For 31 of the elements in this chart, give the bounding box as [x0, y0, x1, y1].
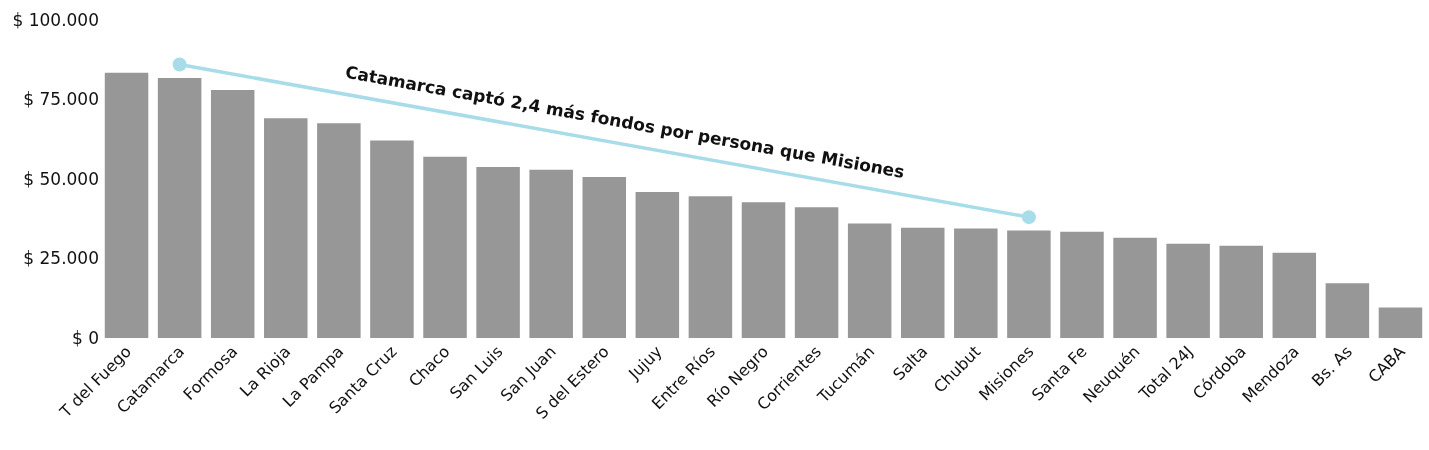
- bar: [476, 166, 520, 338]
- x-tick-label: Bs. As: [1307, 342, 1356, 390]
- bar: [1060, 231, 1104, 338]
- bar: [847, 223, 892, 338]
- y-tick-label: $ 100.000: [12, 9, 99, 30]
- bar: [900, 227, 945, 338]
- bar: [954, 228, 998, 338]
- bar: [794, 207, 839, 338]
- bar: [1378, 307, 1423, 338]
- y-tick-label: $ 0: [71, 327, 99, 348]
- y-tick-label: $ 50.000: [23, 168, 99, 189]
- bar: [529, 169, 573, 338]
- bar: [1007, 230, 1051, 338]
- bar: [741, 202, 786, 338]
- bar: [157, 77, 202, 338]
- bar: [1325, 283, 1370, 338]
- y-tick-label: $ 75.000: [23, 89, 99, 110]
- bar: [1219, 245, 1263, 338]
- bar: [1166, 243, 1210, 338]
- bar: [104, 72, 149, 338]
- bar: [317, 123, 361, 338]
- bar: [423, 156, 467, 338]
- y-tick-label: $ 25.000: [23, 248, 99, 269]
- bar: [264, 118, 308, 338]
- bar: [370, 140, 414, 338]
- bar: [1113, 237, 1157, 338]
- bar: [210, 89, 255, 338]
- bar: [688, 196, 733, 338]
- bar: [1272, 252, 1317, 338]
- bar: [635, 192, 680, 338]
- bar: [582, 177, 627, 338]
